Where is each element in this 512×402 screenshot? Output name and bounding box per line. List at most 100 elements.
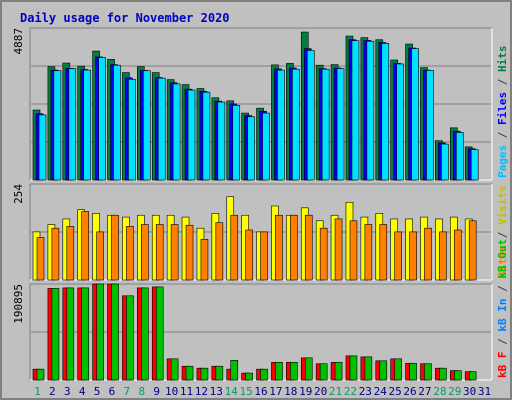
panel-kbf-kbin-kbout-legend: kB F / kB In / kB Out bbox=[496, 239, 509, 378]
bar-visits-sites-sites-day-16 bbox=[260, 231, 268, 281]
bar-kbf-kbin-kbout-kb-in-day-18 bbox=[290, 361, 298, 381]
panel-hits-files-pages-legend-part-3: / bbox=[496, 72, 509, 92]
day-label-28: 28 bbox=[433, 385, 446, 398]
bar-hits-files-pages-pages-day-26 bbox=[411, 48, 419, 181]
bar-hits-files-pages-pages-day-20 bbox=[321, 68, 330, 181]
bar-kbf-kbin-kbout-kb-in-day-30 bbox=[468, 371, 477, 381]
bar-kbf-kbin-kbout-kb-in-day-11 bbox=[185, 365, 194, 381]
day-label-22: 22 bbox=[344, 385, 357, 398]
bar-visits-sites-sites-day-2 bbox=[51, 227, 60, 281]
panel-visits-sites-legend-part-2: Visits bbox=[496, 185, 509, 225]
bar-kbf-kbin-kbout-kb-in-day-20 bbox=[319, 363, 328, 381]
bar-visits-sites-sites-day-19 bbox=[304, 214, 313, 281]
bar-visits-sites-sites-day-12 bbox=[200, 238, 209, 281]
bar-kbf-kbin-kbout-kb-in-day-29 bbox=[453, 370, 462, 381]
panel-kbf-kbin-kbout-max-label: 190895 bbox=[12, 284, 25, 324]
bar-kbf-kbin-kbout-kb-in-day-15 bbox=[245, 372, 253, 381]
panel-hits-files-pages-legend-part-1: / bbox=[496, 125, 509, 145]
bar-kbf-kbin-kbout-kb-in-day-28 bbox=[439, 367, 447, 381]
day-label-29: 29 bbox=[448, 385, 461, 398]
bar-hits-files-pages-pages-day-17 bbox=[277, 69, 285, 181]
bar-kbf-kbin-kbout-kb-in-day-25 bbox=[394, 358, 402, 381]
day-label-24: 24 bbox=[374, 385, 388, 398]
bar-kbf-kbin-kbout-kb-in-day-5 bbox=[96, 283, 104, 381]
day-label-10: 10 bbox=[165, 385, 178, 398]
bar-visits-sites-sites-day-26 bbox=[409, 231, 417, 281]
bar-hits-files-pages-pages-day-29 bbox=[455, 132, 464, 181]
day-label-13: 13 bbox=[210, 385, 223, 398]
panel-hits-files-pages-legend-part-4: Hits bbox=[496, 46, 509, 73]
bar-hits-files-pages-pages-day-11 bbox=[187, 89, 196, 181]
bar-hits-files-pages-pages-day-19 bbox=[306, 50, 315, 181]
bar-kbf-kbin-kbout-kb-in-day-26 bbox=[409, 362, 417, 381]
bar-hits-files-pages-pages-day-22 bbox=[351, 40, 360, 181]
panel-kbf-kbin-kbout-legend-part-3: / bbox=[496, 279, 509, 299]
bar-visits-sites-sites-day-28 bbox=[439, 231, 447, 281]
bar-hits-files-pages-pages-day-2 bbox=[53, 70, 62, 181]
bar-visits-sites-sites-day-11 bbox=[185, 224, 194, 281]
bar-kbf-kbin-kbout-kb-in-day-19 bbox=[304, 357, 313, 381]
bar-visits-sites-sites-day-9 bbox=[155, 224, 164, 281]
bar-hits-files-pages-pages-day-25 bbox=[396, 63, 404, 181]
panel-hits-files-pages-legend-part-2: Files bbox=[496, 92, 509, 125]
bar-visits-sites-sites-day-1 bbox=[36, 237, 45, 281]
bar-visits-sites-sites-day-27 bbox=[424, 227, 432, 281]
bar-kbf-kbin-kbout-kb-in-day-17 bbox=[275, 361, 283, 381]
day-label-26: 26 bbox=[403, 385, 416, 398]
bar-kbf-kbin-kbout-kb-in-day-16 bbox=[260, 368, 268, 381]
day-label-7: 7 bbox=[124, 385, 131, 398]
day-label-12: 12 bbox=[195, 385, 208, 398]
day-label-6: 6 bbox=[109, 385, 116, 398]
bar-visits-sites-sites-day-14 bbox=[230, 214, 239, 281]
bar-visits-sites-sites-day-25 bbox=[394, 231, 402, 281]
bar-visits-sites-sites-day-10 bbox=[170, 224, 179, 281]
bar-hits-files-pages-pages-day-3 bbox=[68, 68, 77, 181]
panel-visits-sites-legend: Sites / Visits bbox=[496, 185, 509, 278]
bar-hits-files-pages-pages-day-8 bbox=[143, 70, 151, 181]
bar-hits-files-pages-pages-day-7 bbox=[128, 79, 136, 181]
bar-hits-files-pages-pages-day-15 bbox=[247, 116, 255, 181]
bar-kbf-kbin-kbout-kb-in-day-12 bbox=[200, 367, 209, 381]
day-label-27: 27 bbox=[418, 385, 431, 398]
bar-kbf-kbin-kbout-kb-in-day-8 bbox=[141, 287, 149, 381]
day-label-18: 18 bbox=[284, 385, 297, 398]
day-label-30: 30 bbox=[463, 385, 476, 398]
day-label-19: 19 bbox=[299, 385, 312, 398]
day-label-4: 4 bbox=[79, 385, 86, 398]
bar-hits-files-pages-pages-day-5 bbox=[98, 57, 106, 181]
bar-visits-sites-sites-day-21 bbox=[334, 218, 343, 281]
bar-hits-files-pages-pages-day-1 bbox=[38, 114, 47, 181]
day-label-8: 8 bbox=[138, 385, 145, 398]
bar-hits-files-pages-pages-day-24 bbox=[381, 43, 390, 181]
bar-visits-sites-sites-day-18 bbox=[290, 214, 298, 281]
bar-kbf-kbin-kbout-kb-in-day-10 bbox=[170, 358, 179, 381]
bar-visits-sites-sites-day-24 bbox=[379, 224, 388, 281]
panel-visits-sites-legend-part-1: / bbox=[496, 225, 509, 245]
day-label-17: 17 bbox=[269, 385, 282, 398]
day-label-15: 15 bbox=[239, 385, 252, 398]
bar-hits-files-pages-pages-day-12 bbox=[202, 91, 211, 181]
bar-kbf-kbin-kbout-kb-in-day-3 bbox=[66, 287, 75, 381]
panel-kbf-kbin-kbout-legend-part-4: kB Out bbox=[496, 239, 509, 279]
bar-visits-sites-sites-day-8 bbox=[141, 224, 149, 281]
bar-kbf-kbin-kbout-kb-in-day-1 bbox=[36, 368, 45, 381]
chart-title: Daily usage for November 2020 bbox=[20, 11, 230, 25]
panel-kbf-kbin-kbout-legend-part-1: / bbox=[496, 332, 509, 352]
bar-hits-files-pages-pages-day-14 bbox=[232, 105, 241, 181]
panel-hits-files-pages-legend-part-0: Pages bbox=[496, 145, 509, 178]
panel-visits-sites-max-label: 254 bbox=[12, 184, 25, 204]
panel-visits-sites-legend-part-0: Sites bbox=[496, 245, 509, 278]
bar-kbf-kbin-kbout-kb-in-day-24 bbox=[379, 360, 388, 381]
bar-visits-sites-sites-day-6 bbox=[111, 214, 119, 281]
bar-visits-sites-sites-day-20 bbox=[319, 227, 328, 281]
bar-hits-files-pages-pages-day-23 bbox=[366, 40, 375, 181]
panel-hits-files-pages-legend: Pages / Files / Hits bbox=[496, 46, 509, 179]
bar-visits-sites-sites-day-13 bbox=[215, 222, 224, 281]
day-label-23: 23 bbox=[359, 385, 372, 398]
day-label-3: 3 bbox=[64, 385, 71, 398]
bar-kbf-kbin-kbout-kb-in-day-21 bbox=[334, 361, 343, 381]
bar-visits-sites-sites-day-17 bbox=[275, 214, 283, 281]
day-label-11: 11 bbox=[180, 385, 193, 398]
